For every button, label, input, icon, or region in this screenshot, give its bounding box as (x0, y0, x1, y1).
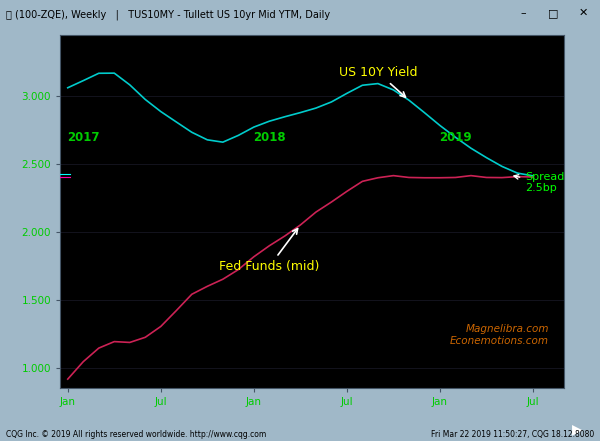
Text: CQG Inc. © 2019 All rights reserved worldwide. http://www.cqg.com: CQG Inc. © 2019 All rights reserved worl… (6, 430, 266, 439)
Text: ✕: ✕ (579, 8, 588, 18)
Text: Spread
2.5bp: Spread 2.5bp (514, 172, 565, 193)
Text: □: □ (548, 8, 559, 18)
Text: Fri Mar 22 2019 11:50:27, CQG 18.12.8080: Fri Mar 22 2019 11:50:27, CQG 18.12.8080 (431, 430, 594, 439)
Text: ▶: ▶ (572, 422, 583, 436)
Text: 2018: 2018 (253, 131, 286, 143)
Text: 🔷 (100-ZQE), Weekly   |   TUS10MY - Tullett US 10yr Mid YTM, Daily: 🔷 (100-ZQE), Weekly | TUS10MY - Tullett … (6, 9, 330, 19)
Text: –: – (521, 8, 526, 18)
Text: 2019: 2019 (439, 131, 472, 143)
Text: Magnelibra.com
Econemotions.com: Magnelibra.com Econemotions.com (450, 324, 549, 346)
Text: US 10Y Yield: US 10Y Yield (338, 66, 417, 97)
Text: 2017: 2017 (67, 131, 100, 143)
Text: Fed Funds (mid): Fed Funds (mid) (219, 229, 320, 273)
